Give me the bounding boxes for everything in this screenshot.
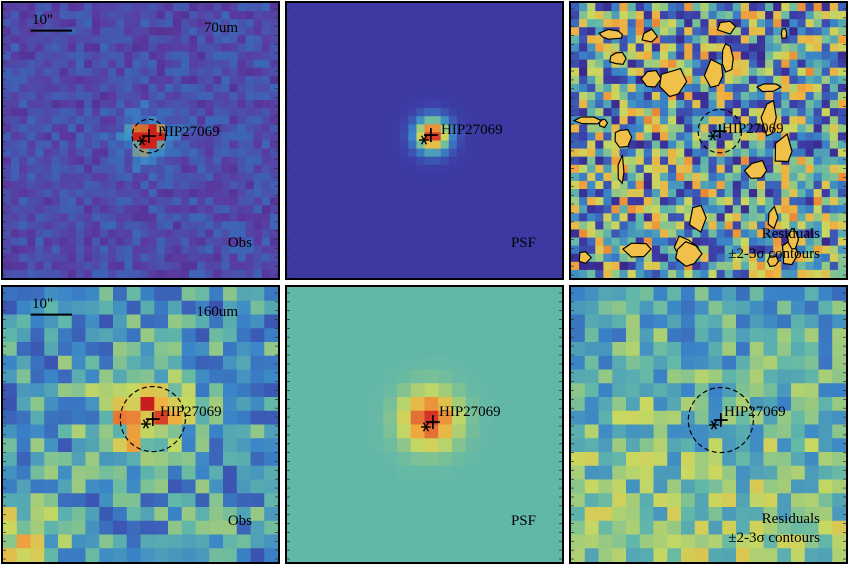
plus-marker-icon (713, 413, 728, 427)
target-label: HIP27069 (722, 121, 784, 137)
axis-ticks (571, 8, 846, 276)
map-160um-psf (287, 287, 562, 562)
panel-70um-residuals: HIP27069 Residuals ±2-3σ contours (569, 1, 848, 280)
map-70um-obs (3, 3, 278, 278)
axis-ticks (571, 292, 846, 560)
contours-caption: ±2-3σ contours (728, 246, 820, 262)
pixel-grid (571, 287, 846, 562)
target-label: HIP27069 (441, 122, 503, 138)
panel-70um-obs: 10" 70um HIP27069 Obs (1, 1, 280, 280)
axis-ticks (287, 8, 562, 276)
map-70um-psf (287, 3, 562, 278)
panel-160um-psf: HIP27069 PSF (285, 285, 564, 564)
source-markers (697, 108, 743, 154)
target-label: HIP27069 (439, 404, 501, 420)
aperture-circle-icon (697, 108, 743, 154)
pixel-grid (287, 287, 562, 562)
target-label: HIP27069 (160, 404, 222, 420)
axis-ticks (287, 292, 562, 560)
obs-caption: Obs (227, 235, 252, 251)
aperture-circle-icon (119, 385, 186, 453)
band-label-160um: 160um (196, 304, 238, 320)
asterisk-marker-icon (421, 422, 431, 432)
asterisk-marker-icon (419, 135, 429, 145)
map-160um-residuals (571, 287, 846, 562)
plus-marker-icon (712, 124, 727, 139)
pixel-grid (571, 3, 846, 278)
source-markers (421, 415, 440, 432)
scale-bar-label: 10" (32, 296, 54, 312)
map-70um-residuals (571, 3, 846, 278)
pixel-grid (287, 3, 562, 278)
plus-marker-icon (425, 415, 440, 429)
residuals-caption: Residuals (761, 511, 820, 527)
panel-160um-residuals: HIP27069 Residuals ±2-3σ contours (569, 285, 848, 564)
psf-caption: PSF (510, 235, 536, 251)
source-markers (419, 128, 438, 145)
panel-160um-obs: 10" 160um HIP27069 Obs (1, 285, 280, 564)
asterisk-marker-icon (140, 419, 151, 429)
contours-caption: ±2-3σ contours (728, 530, 820, 546)
aperture-circle-icon (131, 118, 167, 154)
source-markers (131, 118, 167, 154)
scale-bar-label: 10" (32, 12, 54, 28)
map-160um-obs (3, 287, 278, 562)
source-markers (119, 385, 186, 453)
axis-ticks (3, 8, 278, 276)
obs-caption: Obs (227, 513, 252, 529)
aperture-circle-icon (687, 386, 754, 454)
psf-caption: PSF (510, 513, 536, 529)
residual-contours (572, 20, 800, 268)
plus-marker-icon (141, 129, 156, 143)
source-markers (687, 386, 754, 454)
plus-marker-icon (424, 128, 438, 142)
target-label: HIP27069 (724, 404, 786, 420)
target-label: HIP27069 (158, 124, 220, 140)
asterisk-marker-icon (708, 131, 718, 141)
pixel-grid (3, 287, 278, 562)
plus-marker-icon (145, 412, 160, 426)
axis-ticks (3, 292, 278, 560)
pixel-grid (3, 3, 278, 278)
band-label-70um: 70um (203, 20, 238, 36)
residuals-caption: Residuals (761, 226, 820, 242)
panel-70um-psf: HIP27069 PSF (285, 1, 564, 280)
asterisk-marker-icon (137, 136, 147, 146)
asterisk-marker-icon (708, 420, 719, 430)
